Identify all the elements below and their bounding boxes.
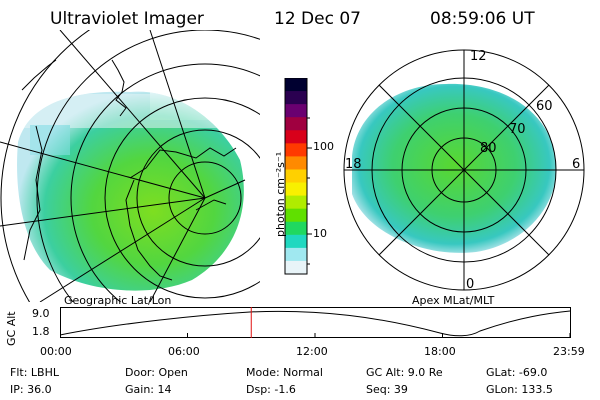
xtick-0000: 00:00 (40, 345, 72, 358)
colorbar-stripe (285, 104, 307, 118)
mlat-label-80: 80 (480, 141, 497, 156)
mlt-label-0: 0 (466, 277, 474, 292)
image-time: 08:59:06 UT (430, 9, 535, 29)
colorbar-stripe (285, 247, 307, 262)
geographic-auroral-image (0, 30, 260, 302)
alt-ytick-top: 9.0 (32, 307, 50, 320)
info-glat: GLat: -69.0 (486, 366, 548, 379)
xtick-2359: 23:59 (553, 345, 585, 358)
colorbar-stripe (285, 143, 307, 157)
info-gain: Gain: 14 (125, 383, 172, 396)
geo-meridian (149, 30, 206, 199)
info-gc-alt: GC Alt: 9.0 Re (366, 366, 443, 379)
info-door: Door: Open (125, 366, 188, 379)
geo-caption: Geographic Lat/Lon (64, 294, 172, 307)
mlt-label-18: 18 (345, 157, 362, 172)
colorbar-stripe (285, 130, 307, 144)
colorbar-stripe (285, 195, 307, 210)
colorbar-stripe (285, 234, 307, 249)
geo-lat-circle (0, 30, 91, 302)
mlt-label-12: 12 (470, 49, 487, 64)
intensity-colorbar (284, 78, 312, 275)
geo-meridian (59, 30, 206, 199)
geo-meridian (149, 197, 206, 302)
alt-axis-title: GC Alt (5, 311, 18, 346)
colorbar-scale (285, 78, 307, 275)
geo-coastline (125, 179, 173, 281)
geo-lat-circle (168, 161, 242, 235)
geo-meridian (0, 141, 206, 199)
colorbar-tick-10: 10 (313, 227, 327, 240)
apex-caption: Apex MLat/MLT (412, 294, 495, 307)
geo-coastline (195, 199, 227, 211)
geo-coastline (23, 125, 43, 261)
geo-lat-circle (36, 30, 260, 302)
colorbar-stripe (285, 221, 307, 236)
altitude-curve (60, 310, 571, 337)
info-glon: GLon: 133.5 (486, 383, 553, 396)
info-seq: Seq: 39 (366, 383, 408, 396)
apex-meridian-diagonal (378, 84, 550, 256)
apex-polar-plot: 12 18 6 0 60 70 80 (343, 49, 585, 292)
colorbar-stripe (285, 78, 307, 92)
info-mode: Mode: Normal (246, 366, 323, 379)
geo-lat-circle (104, 97, 260, 299)
mlat-label-70: 70 (509, 122, 526, 137)
info-filter: Flt: LBHL (10, 366, 59, 379)
xtick-1800: 18:00 (424, 345, 456, 358)
geo-coastline (111, 59, 127, 117)
mlat-label-60: 60 (536, 99, 553, 114)
colorbar-stripe (285, 169, 307, 184)
colorbar-stripe (285, 182, 307, 197)
colorbar-stripe (285, 156, 307, 171)
colorbar-stripe (285, 208, 307, 223)
geo-coastline (129, 147, 237, 179)
geo-meridian (204, 179, 246, 199)
geo-lat-circle (136, 129, 260, 267)
colorbar-stripe (285, 260, 307, 275)
colorbar-unit-label: photon cm⁻²s⁻¹ (274, 151, 287, 237)
colorbar-stripe (285, 91, 307, 105)
geo-lat-circle (70, 63, 260, 302)
mlt-label-6: 6 (572, 157, 580, 172)
image-date: 12 Dec 07 (274, 9, 361, 29)
xtick-0600: 06:00 (168, 345, 200, 358)
alt-ytick-bottom: 1.8 (32, 325, 50, 338)
geo-meridian (39, 197, 206, 302)
info-dsp: Dsp: -1.6 (246, 383, 296, 396)
app-title: Ultraviolet Imager (50, 9, 204, 29)
xtick-1200: 12:00 (296, 345, 328, 358)
info-ip: IP: 36.0 (10, 383, 52, 396)
geo-emission-region (17, 91, 244, 291)
colorbar-stripe (285, 117, 307, 131)
colorbar-tick-100: 100 (313, 140, 334, 153)
geo-coastline (21, 59, 57, 91)
altitude-strip-chart (60, 307, 571, 338)
